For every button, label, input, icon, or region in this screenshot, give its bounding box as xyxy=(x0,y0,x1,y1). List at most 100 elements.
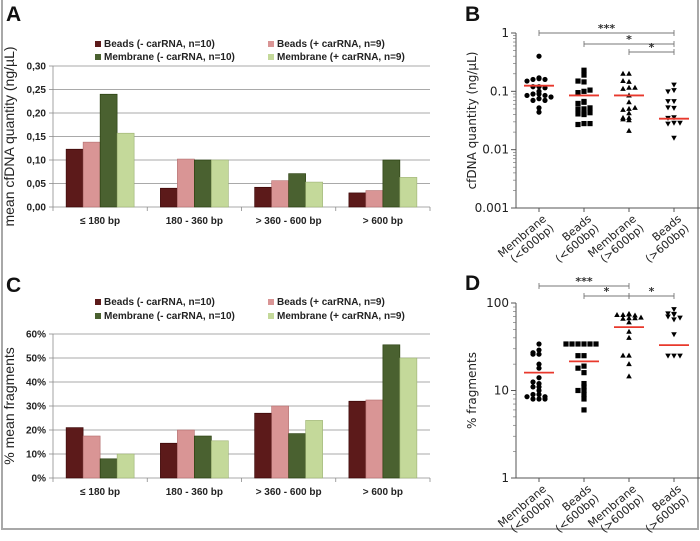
legend-label-3: Membrane (+ carRNA, n=9) xyxy=(277,311,405,322)
data-point-triangle-down xyxy=(671,120,677,126)
data-point-triangle-down xyxy=(677,315,683,321)
data-point-square xyxy=(581,106,587,112)
x-category-label: Membrane(<600bp) xyxy=(495,482,556,539)
data-point-circle xyxy=(536,365,542,371)
data-point-triangle-up xyxy=(626,105,632,111)
y-tick-label: 0,05 xyxy=(27,179,47,190)
data-point-circle xyxy=(536,375,542,381)
bar-2-1 xyxy=(194,159,212,208)
x-category-label: Beads(>600bp) xyxy=(635,212,692,265)
data-point-square xyxy=(569,341,575,347)
data-point-triangle-up xyxy=(626,99,632,105)
data-point-triangle-down xyxy=(671,353,677,359)
y-tick-label: 0,10 xyxy=(27,156,47,167)
bar-3-3 xyxy=(399,357,418,479)
x-category-label: ≤ 180 bp xyxy=(80,487,120,498)
significance-label: *** xyxy=(575,275,593,288)
data-point-triangle-up xyxy=(632,104,638,110)
panel-c-bar-chart: Beads (- carRNA, n=10) Beads (+ carRNA, n… xyxy=(1,297,431,498)
y-tick-label: 0,25 xyxy=(27,85,47,96)
legend-label-1: Beads (+ carRNA, n=9) xyxy=(277,297,385,308)
legend-swatch-1 xyxy=(268,41,274,47)
data-point-triangle-down xyxy=(671,307,677,313)
y-tick-label: 0,30 xyxy=(27,62,47,73)
legend-label-0: Beads (- carRNA, n=10) xyxy=(104,297,215,308)
x-category-label: > 360 - 600 bp xyxy=(256,216,322,227)
data-point-triangle-up xyxy=(626,352,632,358)
data-point-circle xyxy=(536,351,542,357)
data-point-triangle-down xyxy=(665,314,671,320)
data-point-triangle-down xyxy=(665,121,671,127)
x-category-label: > 600 bp xyxy=(363,487,403,498)
y-tick-label: 10% xyxy=(26,450,46,461)
data-point-triangle-up xyxy=(614,311,620,317)
bar-0-3 xyxy=(348,192,367,208)
y-axis-title: cfDNA quantity (ng/µL) xyxy=(465,52,479,190)
data-point-square xyxy=(581,88,587,94)
y-tick-label: 50% xyxy=(26,354,46,365)
data-point-triangle-down xyxy=(665,311,671,317)
data-point-square xyxy=(581,341,587,347)
data-point-circle xyxy=(530,351,536,357)
data-point-circle xyxy=(536,105,542,111)
data-point-square xyxy=(575,121,581,128)
y-tick-label: 0,00 xyxy=(27,203,47,214)
legend-swatch-3 xyxy=(268,54,274,60)
data-point-triangle-up xyxy=(626,315,632,321)
legend-swatch-0 xyxy=(95,299,101,305)
bar-2-2 xyxy=(288,433,306,479)
y-tick-label: 0% xyxy=(32,474,47,485)
data-point-triangle-up xyxy=(638,314,644,320)
y-tick-label: 0,20 xyxy=(27,109,47,120)
data-point-triangle-up xyxy=(620,70,626,76)
data-point-square xyxy=(575,90,581,96)
y-tick-label: 30% xyxy=(26,402,46,413)
data-point-square xyxy=(587,341,593,347)
data-point-circle xyxy=(530,76,536,83)
data-point-square xyxy=(581,380,587,387)
y-tick-label: 0.001 xyxy=(475,201,509,215)
data-point-square xyxy=(581,370,587,376)
bar-2-1 xyxy=(194,435,212,479)
data-point-triangle-down xyxy=(671,317,677,323)
data-point-square xyxy=(581,396,587,402)
bar-2-2 xyxy=(288,173,306,208)
bar-0-0 xyxy=(65,427,84,479)
data-point-circle xyxy=(524,92,530,99)
data-point-circle xyxy=(530,384,536,390)
data-point-triangle-down xyxy=(671,105,677,111)
bar-1-3 xyxy=(365,399,384,479)
significance-label: * xyxy=(626,33,632,46)
panel-a-bar-chart: Beads (- carRNA, n=10) Beads (+ carRNA, n… xyxy=(1,39,431,227)
data-point-circle xyxy=(536,391,542,398)
x-category-label: Membrane(>600bp) xyxy=(585,212,646,269)
bar-2-3 xyxy=(382,159,401,208)
data-point-circle xyxy=(536,53,542,59)
data-point-circle xyxy=(536,96,542,102)
data-point-triangle-up xyxy=(620,78,626,84)
data-point-triangle-up xyxy=(626,319,632,325)
data-point-triangle-down xyxy=(665,105,671,111)
y-tick-label: 1 xyxy=(501,26,509,40)
data-point-triangle-up xyxy=(620,116,626,122)
data-point-square xyxy=(581,111,587,118)
data-point-square xyxy=(587,110,593,116)
data-point-circle xyxy=(536,396,542,402)
data-point-triangle-up xyxy=(626,70,632,76)
data-point-triangle-up xyxy=(620,106,626,112)
data-point-triangle-down xyxy=(677,353,683,359)
data-point-triangle-up xyxy=(626,361,632,367)
data-point-circle xyxy=(542,396,548,402)
data-point-square xyxy=(575,353,581,359)
data-point-square xyxy=(581,363,587,369)
y-tick-label: 0.1 xyxy=(490,84,509,98)
bar-0-3 xyxy=(348,400,367,479)
bar-2-3 xyxy=(382,344,401,479)
x-category-label: > 360 - 600 bp xyxy=(256,487,322,498)
y-tick-label: 0.01 xyxy=(482,143,509,157)
significance-label: * xyxy=(649,285,655,298)
data-point-circle xyxy=(542,92,548,99)
bar-0-2 xyxy=(254,412,272,479)
